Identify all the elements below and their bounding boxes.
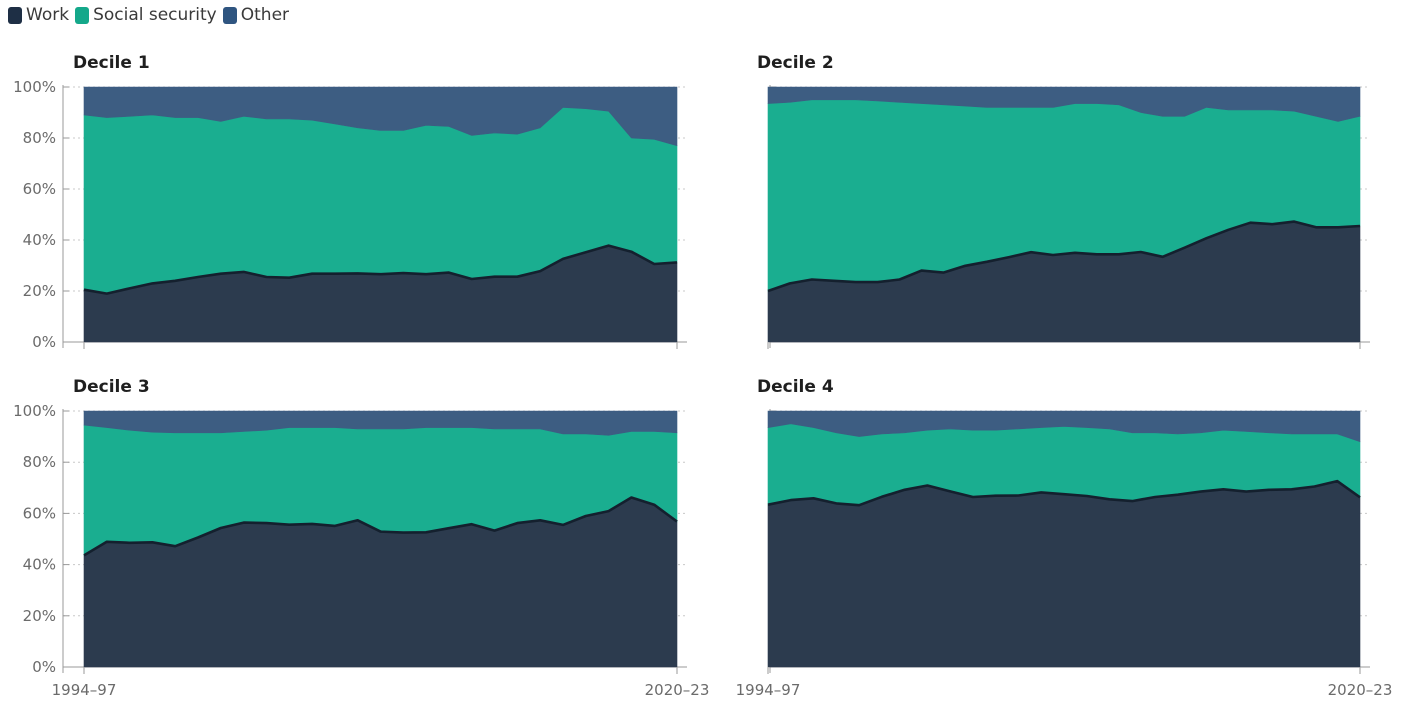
panel-title-decile-3: Decile 3 <box>73 377 150 397</box>
x-tick-label: 2020–23 <box>645 681 710 699</box>
legend-label-work: Work <box>26 5 70 25</box>
area-other-decile-2 <box>767 86 1361 122</box>
area-other-decile-1 <box>83 86 678 147</box>
y-tick-label: 0% <box>32 333 56 351</box>
y-tick-label: 40% <box>23 556 56 574</box>
panel-decile-4: Decile 4 1994–97 2020–23 <box>736 377 1393 699</box>
x-tick-label: 1994–97 <box>52 681 117 699</box>
legend-swatch-other <box>222 6 237 24</box>
y-tick-label: 100% <box>13 402 56 420</box>
legend-item-work[interactable]: Work <box>8 5 69 25</box>
legend-item-other[interactable]: Other <box>222 5 290 25</box>
legend: Work Social security Other <box>8 3 291 27</box>
line-work-decile-3 <box>83 496 678 557</box>
panel-title-decile-2: Decile 2 <box>757 53 834 73</box>
y-tick-label: 0% <box>32 658 56 676</box>
y-tick-label: 60% <box>23 504 56 522</box>
y-tick-label: 40% <box>23 231 56 249</box>
panel-decile-1: Decile 1 0% 20% 40% 60% 80% 100% <box>13 53 687 351</box>
panel-decile-2: Decile 2 <box>757 53 1370 349</box>
y-tick-label: 80% <box>23 129 56 147</box>
area-work-decile-4 <box>767 480 1361 668</box>
y-tick-label: 60% <box>23 180 56 198</box>
panel-decile-3: Decile 3 0% 20% 40% 60% 80% 100% 1994–97 2020–23 <box>13 377 709 699</box>
line-work-decile-2 <box>767 220 1361 293</box>
legend-label-social-security: Social security <box>93 5 217 25</box>
panel-title-decile-1: Decile 1 <box>73 53 150 73</box>
y-tick-label: 80% <box>23 453 56 471</box>
x-tick-label: 2020–23 <box>1328 681 1393 699</box>
legend-swatch-work <box>8 6 22 24</box>
x-tick-label: 1994–97 <box>736 681 801 699</box>
y-tick-label: 100% <box>13 78 56 96</box>
legend-item-social-security[interactable]: Social security <box>75 5 217 25</box>
legend-label-other: Other <box>240 5 290 25</box>
panel-title-decile-4: Decile 4 <box>757 377 834 397</box>
legend-swatch-social-security <box>75 6 90 24</box>
line-work-decile-1 <box>83 244 678 295</box>
y-tick-label: 20% <box>23 282 56 300</box>
line-work-decile-4 <box>767 479 1361 507</box>
area-other-decile-4 <box>767 410 1361 443</box>
area-other-decile-3 <box>83 410 678 436</box>
y-tick-label: 20% <box>23 607 56 625</box>
